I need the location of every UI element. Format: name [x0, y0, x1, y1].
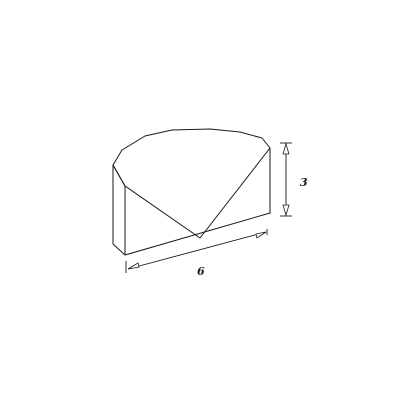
top-left-chamfer — [112, 164, 126, 187]
length-arrow-left — [127, 262, 140, 270]
length-label: 6 — [197, 265, 205, 278]
height-label: 3 — [300, 176, 308, 189]
length-arrow-right — [255, 231, 267, 239]
bottom-front-edge — [124, 212, 271, 256]
height-arrow-top — [282, 142, 290, 155]
height-dimension: 3 — [280, 142, 308, 217]
top-face — [112, 128, 271, 239]
bottom-left-edge — [112, 243, 126, 256]
length-dimension-line — [127, 231, 267, 270]
height-arrow-bottom — [282, 204, 290, 217]
length-dimension: 6 — [125, 229, 268, 278]
